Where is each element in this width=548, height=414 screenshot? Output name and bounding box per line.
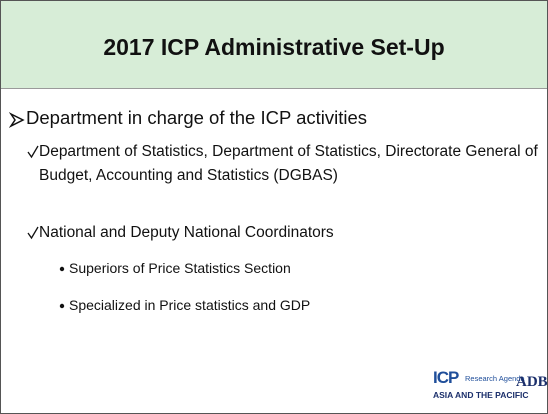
logo-region: ASIA AND THE PACIFIC	[433, 390, 529, 400]
bullet-text: Department in charge of the ICP activiti…	[26, 107, 368, 128]
title-band	[1, 1, 547, 89]
arrow-bullet	[9, 112, 25, 128]
sub-sub-bullet-text: Superiors of Price Statistics Section	[69, 260, 291, 276]
logo-subtitle: Research Agenda	[465, 374, 525, 383]
sub-bullet-text: National and Deputy National Coordinator…	[39, 224, 334, 241]
sub-sub-bullet-text: Specialized in Price statistics and GDP	[69, 297, 311, 313]
check-bullet	[27, 145, 39, 159]
adb-logo: ADB	[516, 374, 548, 390]
icp-mark: ICP	[433, 368, 459, 387]
slide-title: 2017 ICP Administrative Set-Up	[103, 34, 445, 60]
dot-bullet	[59, 266, 65, 272]
icp-logo: ICP Research Agenda ASIA AND THE PACIFIC	[433, 368, 529, 404]
check-bullet	[27, 226, 39, 240]
sub-bullet-text: Department of Statistics, Department of …	[39, 143, 538, 184]
dot-bullet	[59, 303, 65, 309]
